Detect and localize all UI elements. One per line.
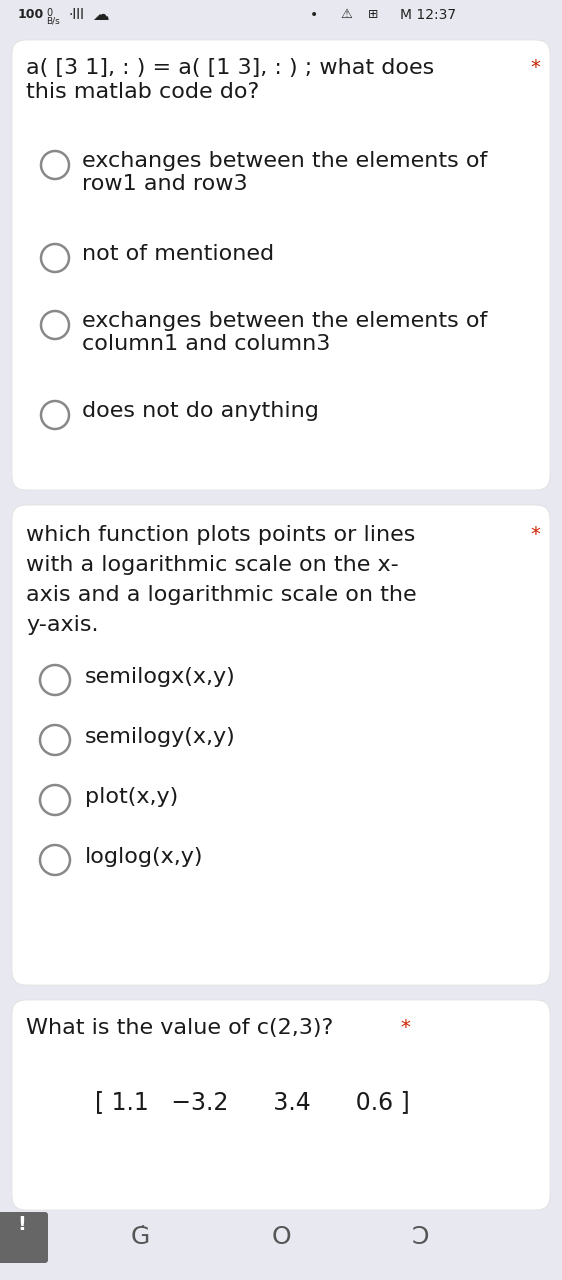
Text: *: * bbox=[530, 58, 540, 77]
Text: ⊞: ⊞ bbox=[368, 8, 378, 20]
Text: M 12:37: M 12:37 bbox=[400, 8, 456, 22]
Text: y-axis.: y-axis. bbox=[26, 614, 98, 635]
Text: ·lll: ·lll bbox=[68, 8, 84, 22]
FancyBboxPatch shape bbox=[12, 506, 550, 986]
FancyBboxPatch shape bbox=[12, 40, 550, 490]
Text: axis and a logarithmic scale on the: axis and a logarithmic scale on the bbox=[26, 585, 416, 605]
Text: O: O bbox=[271, 1225, 291, 1249]
Text: !: ! bbox=[17, 1215, 26, 1234]
Text: •: • bbox=[310, 8, 318, 22]
Text: not of mentioned: not of mentioned bbox=[82, 244, 274, 264]
Text: exchanges between the elements of
column1 and column3: exchanges between the elements of column… bbox=[82, 311, 487, 355]
Text: does not do anything: does not do anything bbox=[82, 401, 319, 421]
Text: with a logarithmic scale on the x-: with a logarithmic scale on the x- bbox=[26, 556, 399, 575]
Text: What is the value of c(2,3)?: What is the value of c(2,3)? bbox=[26, 1018, 333, 1038]
Text: ⚠: ⚠ bbox=[340, 8, 352, 20]
Text: *: * bbox=[400, 1018, 410, 1037]
Text: loglog(x,y): loglog(x,y) bbox=[85, 847, 203, 867]
Text: exchanges between the elements of
row1 and row3: exchanges between the elements of row1 a… bbox=[82, 151, 487, 195]
Text: ☁: ☁ bbox=[92, 6, 108, 24]
Text: semilogx(x,y): semilogx(x,y) bbox=[85, 667, 235, 687]
Text: *: * bbox=[530, 525, 540, 544]
Text: 100: 100 bbox=[18, 8, 44, 20]
Text: B/s: B/s bbox=[46, 15, 60, 26]
Text: this matlab code do?: this matlab code do? bbox=[26, 82, 259, 102]
Text: 0: 0 bbox=[46, 8, 52, 18]
Text: a( [3 1], : ) = a( [1 3], : ) ; what does: a( [3 1], : ) = a( [1 3], : ) ; what doe… bbox=[26, 58, 434, 78]
Text: which function plots points or lines: which function plots points or lines bbox=[26, 525, 415, 545]
FancyBboxPatch shape bbox=[0, 1212, 48, 1263]
Text: Ɔ: Ɔ bbox=[411, 1225, 429, 1249]
Text: [ 1.1   −3.2      3.4      0.6 ]: [ 1.1 −3.2 3.4 0.6 ] bbox=[95, 1091, 410, 1114]
Text: plot(x,y): plot(x,y) bbox=[85, 787, 178, 806]
FancyBboxPatch shape bbox=[12, 1000, 550, 1210]
Text: semilogy(x,y): semilogy(x,y) bbox=[85, 727, 235, 748]
Text: Ġ: Ġ bbox=[130, 1225, 149, 1249]
